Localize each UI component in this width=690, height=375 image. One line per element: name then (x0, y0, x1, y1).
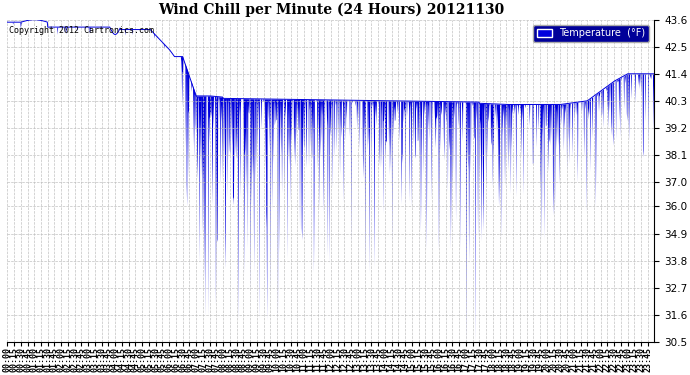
Title: Wind Chill per Minute (24 Hours) 20121130: Wind Chill per Minute (24 Hours) 2012113… (157, 3, 504, 17)
Legend: Temperature  (°F): Temperature (°F) (533, 25, 649, 42)
Text: Copyright 2012 Cartronics.com: Copyright 2012 Cartronics.com (8, 26, 154, 35)
